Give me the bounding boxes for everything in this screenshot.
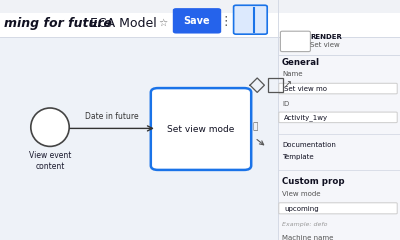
Text: Documentation: Documentation bbox=[282, 142, 336, 148]
FancyBboxPatch shape bbox=[234, 5, 267, 34]
Text: Custom prop: Custom prop bbox=[282, 177, 345, 186]
Text: View mode: View mode bbox=[282, 192, 320, 197]
Text: View event
content: View event content bbox=[29, 151, 71, 171]
FancyBboxPatch shape bbox=[0, 0, 400, 37]
Text: ID: ID bbox=[282, 101, 289, 108]
Text: Set view: Set view bbox=[310, 42, 340, 48]
Text: 🗑: 🗑 bbox=[252, 122, 258, 131]
FancyBboxPatch shape bbox=[279, 203, 397, 214]
Text: RENDER: RENDER bbox=[310, 34, 342, 40]
FancyBboxPatch shape bbox=[279, 83, 397, 94]
Text: ☆: ☆ bbox=[158, 18, 167, 28]
Text: upcoming: upcoming bbox=[284, 206, 319, 212]
FancyBboxPatch shape bbox=[278, 0, 400, 240]
FancyBboxPatch shape bbox=[0, 0, 400, 13]
FancyBboxPatch shape bbox=[173, 8, 221, 34]
Text: Machine name: Machine name bbox=[282, 235, 333, 240]
Text: ming for future: ming for future bbox=[4, 17, 116, 30]
FancyBboxPatch shape bbox=[151, 88, 251, 170]
Text: Save: Save bbox=[184, 16, 210, 26]
Text: Activity_1wy: Activity_1wy bbox=[284, 114, 328, 121]
FancyBboxPatch shape bbox=[0, 0, 278, 240]
Text: ↗: ↗ bbox=[284, 79, 292, 89]
Text: Template: Template bbox=[282, 154, 314, 160]
FancyBboxPatch shape bbox=[279, 112, 397, 123]
Text: ECA Model: ECA Model bbox=[90, 17, 157, 30]
Text: Set view mode: Set view mode bbox=[167, 125, 235, 133]
Text: Set view mo: Set view mo bbox=[284, 86, 327, 92]
Text: General: General bbox=[282, 58, 320, 67]
Text: Name: Name bbox=[282, 72, 302, 77]
Text: ⋮: ⋮ bbox=[220, 15, 232, 28]
Text: Date in future: Date in future bbox=[85, 112, 139, 121]
Text: Example: defo: Example: defo bbox=[282, 222, 328, 227]
Ellipse shape bbox=[31, 108, 69, 146]
FancyBboxPatch shape bbox=[280, 31, 310, 52]
